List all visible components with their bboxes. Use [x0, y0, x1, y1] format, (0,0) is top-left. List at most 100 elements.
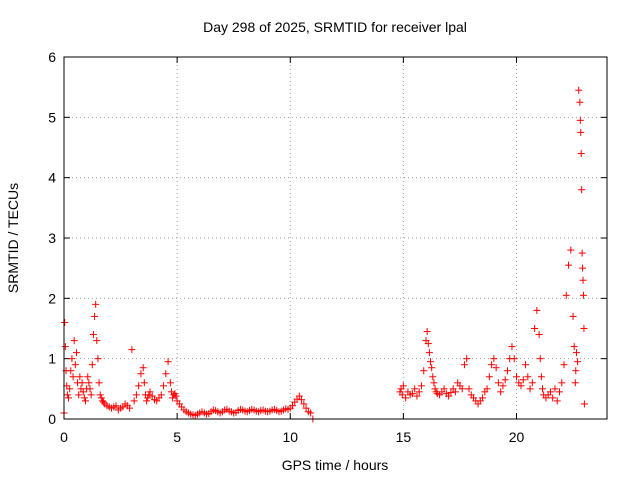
data-point	[100, 398, 108, 406]
data-point	[445, 392, 453, 400]
data-point	[492, 364, 500, 372]
x-tick-label: 20	[509, 429, 525, 445]
data-point	[67, 367, 75, 375]
data-point	[76, 373, 84, 381]
data-point	[536, 355, 544, 363]
data-point	[92, 300, 100, 308]
y-tick-label: 3	[48, 230, 56, 246]
x-tick-label: 15	[396, 429, 412, 445]
data-point	[571, 379, 579, 387]
y-tick-label: 4	[48, 170, 56, 186]
y-tick-label: 1	[48, 351, 56, 367]
data-point	[579, 276, 587, 284]
data-point	[166, 379, 174, 387]
data-point	[79, 388, 87, 396]
y-tick-label: 2	[48, 290, 56, 306]
data-point	[130, 397, 138, 405]
data-point	[537, 373, 545, 381]
data-point	[428, 364, 436, 372]
data-point	[577, 128, 585, 136]
data-point	[162, 370, 170, 378]
data-point	[157, 391, 165, 399]
data-point	[580, 325, 588, 332]
data-point	[132, 391, 140, 399]
data-point	[84, 373, 92, 381]
data-point	[169, 394, 177, 402]
data-point	[574, 358, 582, 366]
data-point	[420, 367, 428, 375]
data-point	[96, 391, 104, 399]
data-point	[503, 367, 511, 375]
data-point	[528, 379, 536, 387]
data-point	[295, 392, 303, 400]
data-point	[172, 392, 180, 400]
data-point	[440, 385, 448, 393]
data-point	[144, 394, 152, 402]
data-point	[458, 385, 466, 393]
data-point	[148, 392, 156, 400]
data-point	[533, 306, 541, 314]
data-point	[70, 337, 78, 345]
data-point	[298, 396, 306, 404]
data-point	[140, 379, 148, 387]
plot-frame	[63, 56, 608, 420]
data-point	[160, 382, 168, 390]
data-point	[164, 358, 172, 366]
y-axis-label: SRMTID / TECUs	[5, 183, 21, 293]
data-point	[61, 343, 69, 351]
data-point	[526, 385, 534, 393]
data-point	[499, 382, 507, 390]
data-point	[551, 385, 559, 393]
data-point	[146, 388, 154, 396]
data-point	[427, 358, 435, 366]
data-point	[451, 388, 459, 396]
data-point	[75, 391, 83, 399]
data-point	[539, 385, 547, 393]
data-point	[501, 376, 509, 384]
data-point	[72, 349, 80, 357]
data-point	[549, 394, 557, 402]
x-tick-label: 5	[173, 429, 181, 445]
data-point	[95, 379, 103, 387]
data-point	[485, 373, 493, 381]
y-tick-label: 5	[48, 109, 56, 125]
data-point	[415, 388, 423, 396]
data-point	[577, 150, 585, 158]
data-point	[562, 291, 570, 299]
data-point	[479, 394, 487, 402]
data-point	[413, 392, 421, 400]
y-tick-label: 0	[48, 411, 56, 427]
data-point	[417, 382, 425, 390]
data-point	[68, 355, 76, 363]
data-point	[135, 382, 143, 390]
data-point	[513, 373, 520, 381]
data-point	[490, 355, 498, 363]
data-point	[65, 394, 73, 402]
data-point	[126, 404, 134, 412]
data-point	[97, 394, 105, 402]
data-point	[576, 98, 584, 106]
data-point	[137, 370, 145, 378]
data-point	[555, 388, 563, 396]
data-point	[69, 373, 77, 381]
data-point	[85, 379, 93, 387]
data-point	[66, 385, 74, 393]
data-point	[307, 409, 315, 417]
data-point	[63, 391, 71, 399]
data-point	[112, 402, 120, 410]
data-point	[483, 385, 491, 393]
data-point	[447, 388, 455, 396]
data-point	[578, 249, 586, 257]
data-point	[460, 361, 468, 369]
data-point	[94, 355, 102, 363]
chart-title: Day 298 of 2025, SRMTID for receiver lpa…	[203, 19, 467, 35]
data-point	[463, 355, 471, 363]
data-point	[89, 331, 97, 339]
y-tick-label: 6	[48, 49, 56, 65]
data-point	[522, 361, 530, 369]
data-point	[86, 385, 94, 393]
data-point	[508, 343, 516, 351]
data-point	[91, 312, 99, 320]
data-point	[576, 116, 584, 124]
